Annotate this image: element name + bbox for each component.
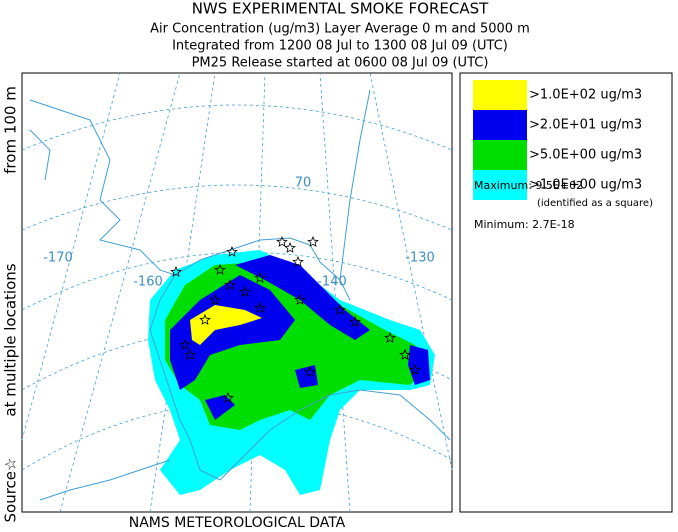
source-star [292,255,304,267]
grid-label: -170 [43,251,73,266]
side-label: at multiple locations [2,263,20,416]
source-star [226,245,238,257]
grid-label: -140 [317,275,347,290]
source-star [179,338,191,350]
maximum: Maximum: 9.5E+02 [474,179,583,192]
legend-swatch [473,80,527,110]
subtitle: Air Concentration (ug/m3) Layer Average … [150,22,530,37]
source-star [222,391,234,403]
source-star [214,263,226,275]
subtitle: PM25 Release started at 0600 08 Jul 09 (… [192,56,489,71]
source-star [409,363,421,375]
source-star [307,235,319,247]
plume [148,250,435,495]
grid-label: 70 [295,176,312,191]
source-star [239,285,251,297]
grid-label: -130 [405,251,435,266]
source-markers [170,235,421,403]
side-label: Source☆ [2,458,20,523]
source-star [284,241,296,253]
plume-level [190,305,262,345]
legend-label: >1.0E+02 ug/m3 [529,88,642,103]
minimum: Minimum: 2.7E-18 [474,218,575,231]
subtitle: Integrated from 1200 08 Jul to 1300 08 J… [172,39,508,54]
source-star [184,348,196,360]
legend: >1.0E+02 ug/m3 >2.0E+01 ug/m3 >5.0E+00 ug/… [459,72,673,513]
coastline [29,89,451,501]
legend-label: >2.0E+01 ug/m3 [529,118,642,133]
plume-level [295,365,318,388]
source-star [304,365,316,377]
source-star [294,293,306,305]
plume-level [408,345,430,385]
legend-entries: >1.0E+02 ug/m3 >2.0E+01 ug/m3 >5.0E+00 ug/… [473,80,642,200]
source-star [254,271,266,283]
source-star [224,278,236,290]
grid-labels: -170 -160 -140 -130 70 [43,176,435,290]
legend-label: >1.0E+00 ug/m3 [529,178,642,193]
source-star [276,235,288,247]
map [21,72,453,513]
plume-level [235,255,370,340]
source-star [399,348,411,360]
footer: NAMS METEOROLOGICAL DATA [129,515,346,531]
grid-label: -160 [133,275,163,290]
source-star [170,265,182,277]
legend-swatch [473,170,527,200]
plume-level [170,275,295,390]
legend-swatch [473,140,527,170]
max-note: (identified as a square) [537,198,653,209]
source-star [254,301,266,313]
source-star [334,303,346,315]
source-star [349,315,361,327]
plume-level [205,395,235,420]
source-star [384,331,396,343]
title: NWS EXPERIMENTAL SMOKE FORECAST [192,0,489,18]
source-star [199,313,211,325]
source-star [209,293,221,305]
legend-swatch [473,110,527,140]
legend-label: >5.0E+00 ug/m3 [529,148,642,163]
side-label: from 100 m [2,86,20,174]
